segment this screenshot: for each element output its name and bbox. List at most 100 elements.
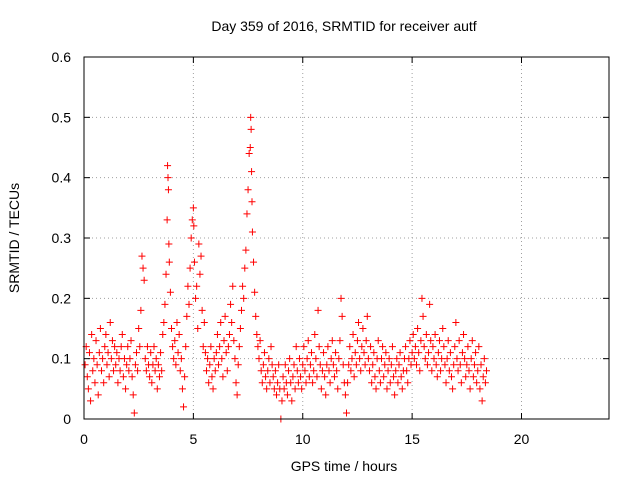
- data-point: [117, 343, 125, 351]
- data-point: [309, 379, 317, 387]
- data-point: [165, 240, 173, 248]
- x-tick-label: 10: [295, 431, 311, 447]
- data-point: [188, 216, 196, 224]
- data-point: [317, 385, 325, 393]
- data-point: [259, 361, 267, 369]
- data-point: [308, 349, 315, 357]
- y-tick-labels: 0 0.1 0.2 0.3 0.4 0.5 0.6: [52, 49, 72, 427]
- data-point: [233, 391, 241, 399]
- x-tick-label: 5: [189, 431, 197, 447]
- data-point: [479, 373, 487, 381]
- data-point: [87, 397, 95, 405]
- data-point: [314, 306, 322, 314]
- data-point: [247, 113, 255, 121]
- data-point: [190, 258, 198, 266]
- data-point: [382, 349, 390, 357]
- data-point: [239, 282, 247, 290]
- data-point: [427, 337, 435, 345]
- data-point: [95, 349, 103, 357]
- data-point: [341, 391, 349, 399]
- data-point: [450, 361, 458, 369]
- data-point: [157, 349, 165, 357]
- data-point: [247, 125, 255, 133]
- data-point: [108, 337, 116, 345]
- data-point: [199, 343, 207, 351]
- data-point: [370, 349, 378, 357]
- data-point: [262, 373, 270, 381]
- data-point: [374, 337, 382, 345]
- data-point: [350, 373, 358, 381]
- data-point: [294, 379, 302, 387]
- data-point: [383, 385, 391, 393]
- data-point: [351, 349, 359, 357]
- data-point: [175, 331, 183, 339]
- data-point: [111, 343, 119, 351]
- data-point: [176, 367, 184, 375]
- data-point: [253, 331, 261, 339]
- data-point: [347, 367, 355, 375]
- data-point: [208, 373, 216, 381]
- data-point: [223, 367, 231, 375]
- data-point: [299, 361, 307, 369]
- data-point: [433, 373, 441, 381]
- data-point: [409, 331, 417, 339]
- data-point: [169, 343, 177, 351]
- data-point: [393, 355, 401, 363]
- data-point: [297, 373, 305, 381]
- data-point: [155, 373, 163, 381]
- data-point: [85, 349, 93, 357]
- data-point: [205, 379, 213, 387]
- data-point: [410, 355, 418, 363]
- data-point: [460, 331, 468, 339]
- data-point: [248, 228, 256, 236]
- data-point: [231, 355, 239, 363]
- data-point: [283, 391, 291, 399]
- data-point: [289, 373, 297, 381]
- axis-ticks: [83, 56, 609, 420]
- data-point: [216, 343, 224, 351]
- data-point: [449, 385, 457, 393]
- data-point: [150, 343, 158, 351]
- data-point: [229, 282, 237, 290]
- data-point: [446, 349, 454, 357]
- data-point: [195, 240, 203, 248]
- data-point: [138, 252, 146, 260]
- data-point: [264, 367, 272, 375]
- data-point: [96, 325, 104, 332]
- data-point: [431, 331, 439, 339]
- data-point: [363, 312, 371, 320]
- data-point: [336, 337, 344, 345]
- data-point: [146, 373, 154, 381]
- data-point: [285, 367, 293, 375]
- data-point: [190, 222, 198, 230]
- data-point: [457, 379, 465, 387]
- data-point: [203, 367, 210, 375]
- data-point: [329, 361, 337, 369]
- data-point: [426, 300, 434, 308]
- data-point: [478, 397, 486, 405]
- data-point: [404, 379, 412, 387]
- data-point: [171, 337, 179, 345]
- data-point: [168, 325, 175, 332]
- data-point: [345, 361, 353, 369]
- data-point: [395, 361, 403, 369]
- data-point: [325, 367, 333, 375]
- data-point: [406, 337, 414, 345]
- data-point: [403, 367, 411, 375]
- data-point: [234, 361, 242, 369]
- data-point: [391, 391, 399, 399]
- data-point: [462, 373, 470, 381]
- data-point: [470, 361, 478, 369]
- data-point: [265, 355, 273, 363]
- data-point: [466, 385, 474, 393]
- data-point: [441, 361, 449, 369]
- data-point: [425, 349, 433, 357]
- data-point: [387, 361, 395, 369]
- data-point: [419, 312, 427, 320]
- data-point: [310, 367, 318, 375]
- data-point: [243, 210, 251, 218]
- data-point: [248, 198, 256, 206]
- data-point: [88, 331, 96, 339]
- data-point: [376, 379, 384, 387]
- data-point: [337, 294, 345, 302]
